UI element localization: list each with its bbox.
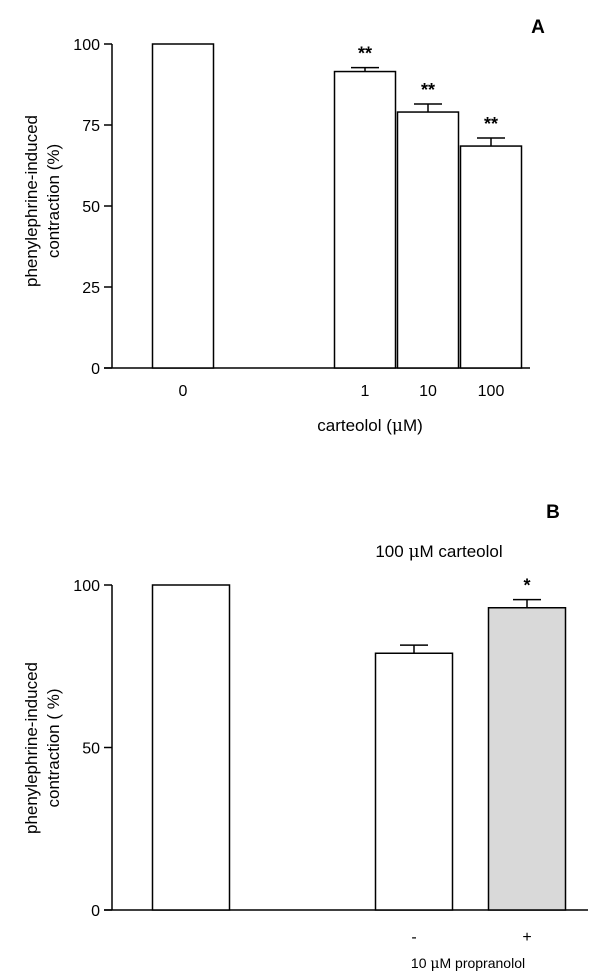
panel-b-x-tick-label: + (522, 929, 531, 946)
panel-b-top-annotation-suffix: M carteolol (420, 542, 503, 561)
panel-b-bottom-annotation-mu: μ (430, 956, 439, 972)
panel-b-y-tick-label: 100 (73, 578, 100, 595)
panel-a-x-tick-label: 10 (419, 383, 437, 400)
panel-b-top-annotation-mu: μ (408, 542, 419, 562)
panel-b-bar (487, 607, 567, 911)
panel-b-bar (151, 584, 231, 911)
panel-b-significance-marker: * (523, 576, 530, 596)
panel-b-letter: B (546, 502, 560, 523)
panel-a-significance-marker: ** (358, 44, 372, 64)
panel-b-y-axis-title-line-1: phenylephrine-induced (22, 662, 41, 834)
panel-a-y-tick-label: 25 (82, 280, 100, 297)
panel-b-bottom-annotation-suffix: M propranolol (439, 955, 525, 971)
panel-a-x-tick-label: 1 (361, 383, 370, 400)
panel-a-y-tick-label: 50 (82, 199, 100, 216)
panel-a-x-tick-label: 100 (478, 383, 505, 400)
panel-b-chart: B 100 μM carteolol phenylephrine-induced… (22, 502, 588, 972)
panel-b-y-tick-label: 0 (91, 903, 100, 920)
panel-a-bar (459, 145, 523, 369)
panel-a-y-axis-title-line-1: phenylephrine-induced (22, 115, 41, 287)
panel-a-x-axis-title-prefix: carteolol ( (317, 416, 392, 435)
panel-a-y-tick-label: 75 (82, 118, 100, 135)
panel-b-bottom-annotation: 10 μM propranolol (411, 955, 525, 972)
panel-a-y-tick-label: 0 (91, 361, 100, 378)
panel-a-bar (151, 43, 215, 369)
panel-a-x-tick-label: 0 (179, 383, 188, 400)
panel-a-x-axis-title-mu: μ (392, 416, 403, 436)
panel-b-y-axis-title: phenylephrine-induced contraction ( %) (22, 662, 63, 834)
panel-a-x-axis-title: carteolol (μM) (317, 416, 423, 436)
panel-b-y-tick-label: 50 (82, 741, 100, 758)
panel-b-x-tick-label: - (411, 929, 416, 946)
panel-a-bar (333, 70, 397, 369)
panel-a-x-axis-title-suffix: M) (403, 416, 423, 435)
panel-b-top-annotation-prefix: 100 (375, 542, 408, 561)
panel-b-top-annotation: 100 μM carteolol (375, 542, 502, 562)
panel-b-y-axis-title-line-2: contraction ( %) (44, 688, 63, 807)
panel-a-significance-marker: ** (484, 114, 498, 134)
panel-a-letter: A (531, 17, 545, 38)
panel-b-bar (374, 652, 454, 911)
panel-a-y-tick-label: 100 (73, 37, 100, 54)
panel-a-y-axis-title-line-2: contraction (%) (44, 144, 63, 258)
panel-a-bar (396, 111, 460, 369)
panel-a-chart: A phenylephrine-induced contraction (%) … (22, 17, 545, 436)
panel-a-significance-marker: ** (421, 80, 435, 100)
panel-a-y-axis-title: phenylephrine-induced contraction (%) (22, 115, 63, 287)
panel-b-bottom-annotation-prefix: 10 (411, 955, 430, 971)
